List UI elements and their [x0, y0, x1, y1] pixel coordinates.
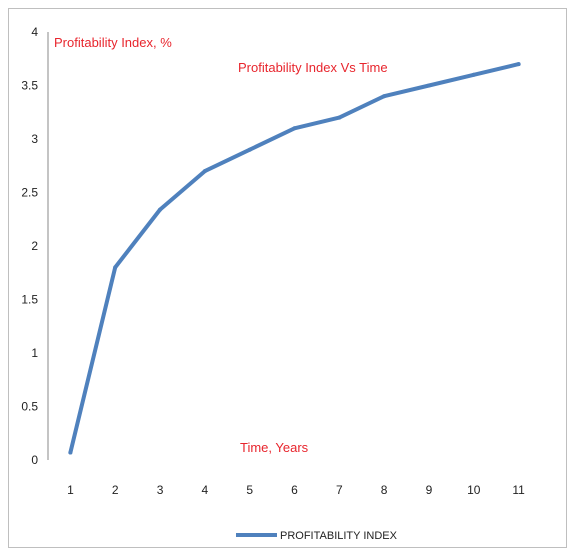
- x-tick-label: 3: [157, 483, 164, 497]
- y-tick-label: 1.5: [21, 293, 38, 307]
- data-point: [292, 126, 297, 131]
- x-tick-label: 4: [202, 483, 209, 497]
- y-axis-label: Profitability Index, %: [54, 35, 172, 50]
- data-point: [247, 147, 252, 152]
- x-tick-label: 9: [426, 483, 433, 497]
- chart-title: Profitability Index Vs Time: [238, 60, 388, 75]
- x-tick-label: 8: [381, 483, 388, 497]
- x-axis-label: Time, Years: [240, 440, 309, 455]
- data-point: [471, 72, 476, 77]
- x-tick-label: 2: [112, 483, 119, 497]
- y-tick-label: 1: [31, 346, 38, 360]
- x-axis-ticks: 1 2 3 4 5 6 7 8 9 10 11: [67, 483, 525, 497]
- series-line-profitability-index: [68, 62, 521, 455]
- data-points: [68, 62, 521, 455]
- y-tick-label: 3.5: [21, 79, 38, 93]
- data-point: [113, 265, 118, 270]
- data-point: [68, 450, 73, 455]
- y-tick-label: 4: [31, 25, 38, 39]
- chart-frame: [8, 8, 567, 548]
- x-tick-label: 10: [467, 483, 481, 497]
- x-tick-label: 1: [67, 483, 74, 497]
- y-tick-label: 2: [31, 239, 38, 253]
- y-tick-label: 3: [31, 132, 38, 146]
- y-axis-ticks: 0 0.5 1 1.5 2 2.5 3 3.5 4: [21, 25, 38, 467]
- y-tick-label: 0.5: [21, 400, 38, 414]
- x-tick-label: 5: [246, 483, 253, 497]
- x-tick-label: 11: [512, 483, 525, 497]
- data-point: [337, 115, 342, 120]
- data-point: [158, 207, 163, 212]
- x-tick-label: 7: [336, 483, 343, 497]
- y-tick-label: 0: [31, 453, 38, 467]
- data-point: [382, 94, 387, 99]
- x-tick-label: 6: [291, 483, 298, 497]
- data-point: [426, 83, 431, 88]
- y-tick-label: 2.5: [21, 186, 38, 200]
- legend-label: PROFITABILITY INDEX: [280, 530, 398, 542]
- data-point: [516, 62, 521, 67]
- data-point: [202, 169, 207, 174]
- legend: PROFITABILITY INDEX: [236, 530, 398, 542]
